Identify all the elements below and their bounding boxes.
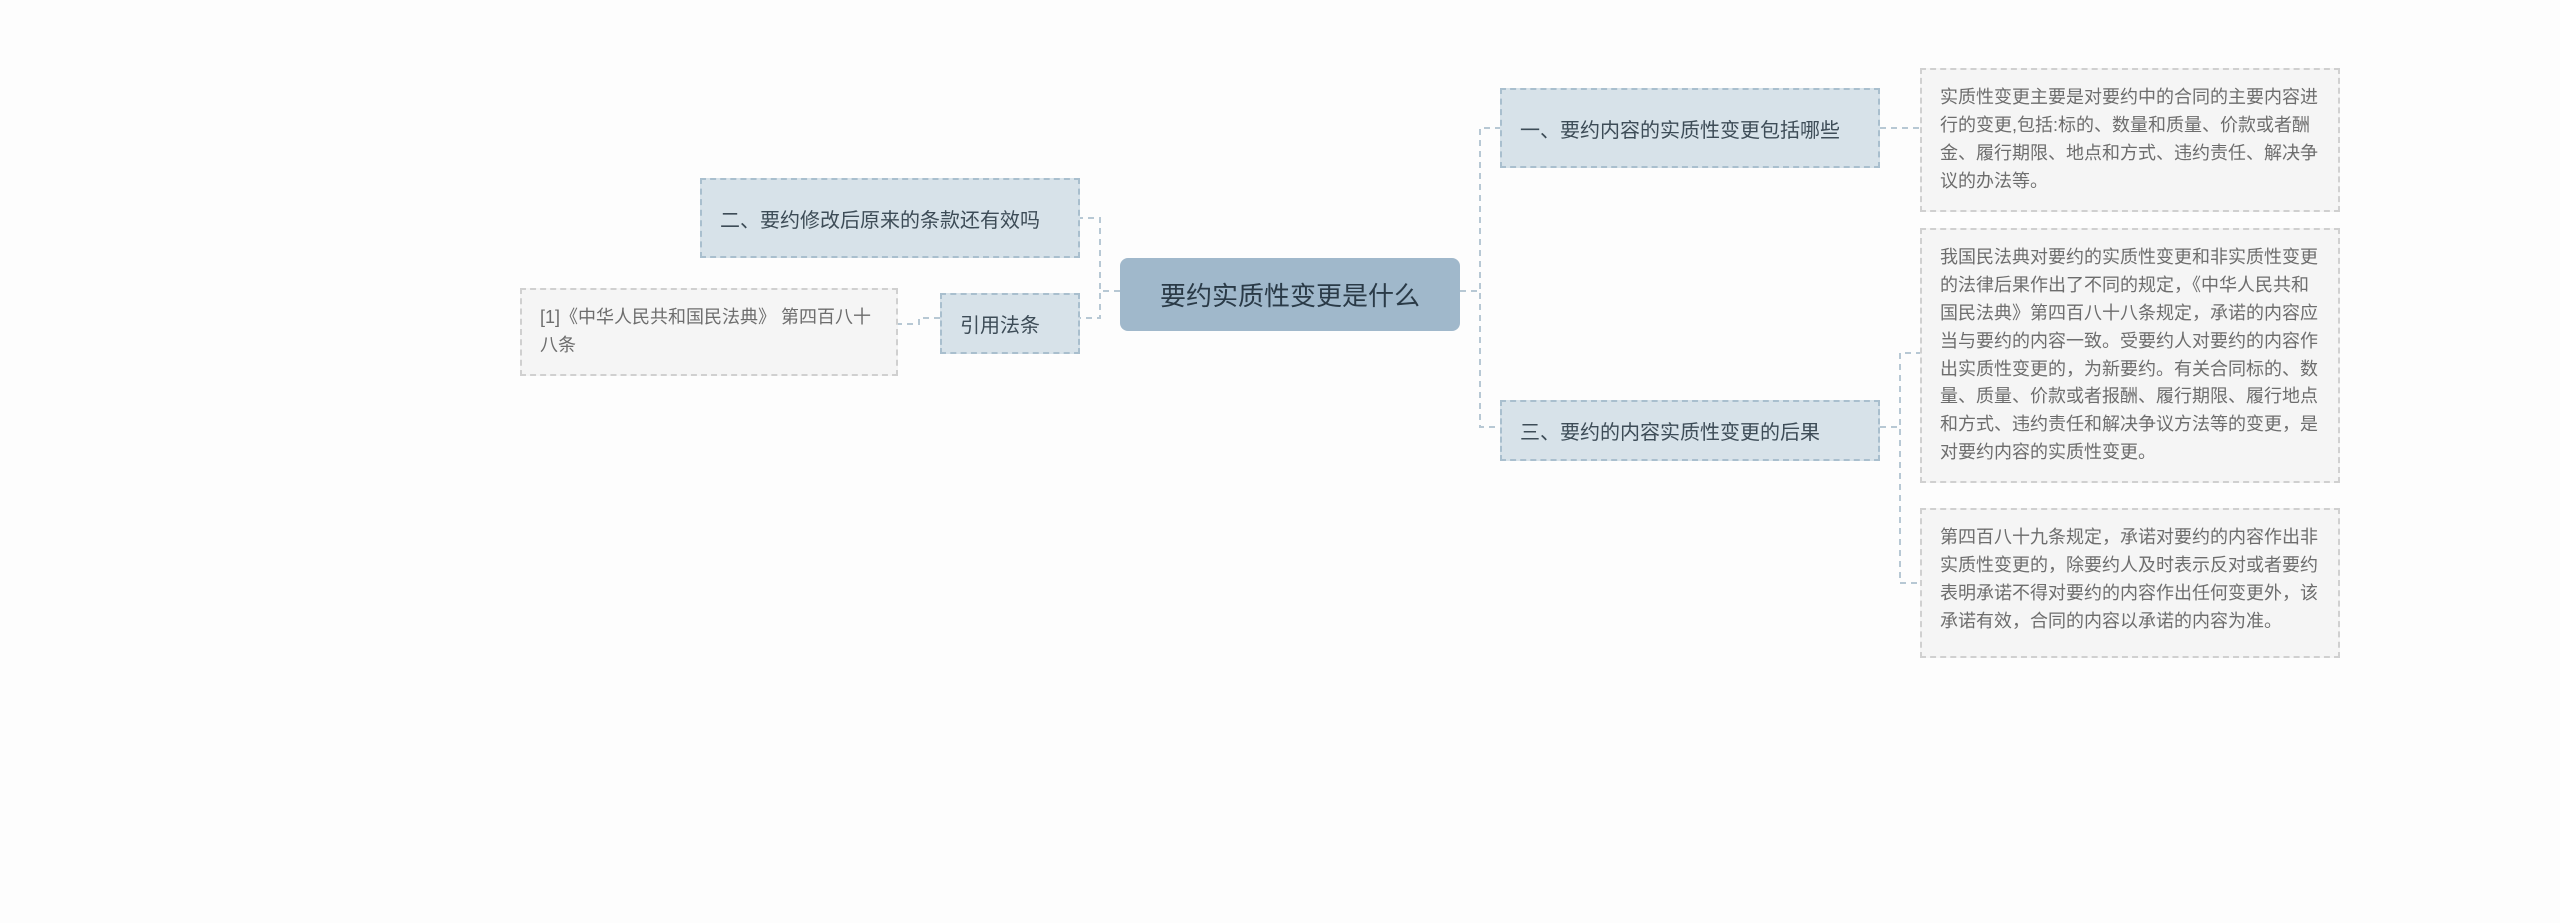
leaf-three-b: 第四百八十九条规定，承诺对要约的内容作出非实质性变更的，除要约人及时表示反对或者… [1920,508,2340,658]
root-node[interactable]: 要约实质性变更是什么 [1120,258,1460,331]
connector [1880,427,1920,583]
branch-one[interactable]: 一、要约内容的实质性变更包括哪些 [1500,88,1880,168]
branch-three[interactable]: 三、要约的内容实质性变更的后果 [1500,400,1880,461]
connector [898,318,940,324]
connector [1460,128,1500,291]
connector [1880,353,1920,427]
connector [1460,291,1500,427]
branch-two[interactable]: 二、要约修改后原来的条款还有效吗 [700,178,1080,258]
leaf-ref: [1]《中华人民共和国民法典》 第四百八十八条 [520,288,898,376]
branch-ref[interactable]: 引用法条 [940,293,1080,354]
leaf-one: 实质性变更主要是对要约中的合同的主要内容进行的变更,包括:标的、数量和质量、价款… [1920,68,2340,212]
connector [1080,291,1120,318]
leaf-three-a: 我国民法典对要约的实质性变更和非实质性变更的法律后果作出了不同的规定，《中华人民… [1920,228,2340,483]
connector [1080,218,1120,291]
